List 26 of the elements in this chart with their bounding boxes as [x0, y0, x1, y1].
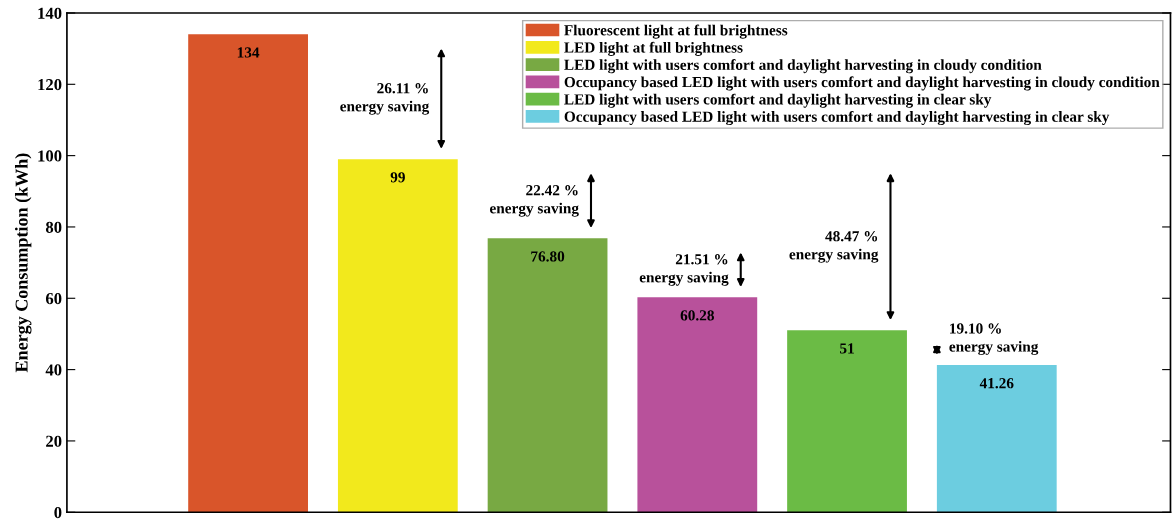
annotation: 21.51 % energy saving — [639, 254, 729, 286]
y-tick-label: 140 — [38, 7, 62, 19]
annotation: 22.42 % energy saving — [490, 185, 579, 217]
legend-label: LED light at full brightness — [564, 41, 743, 56]
data-label: 99 — [390, 172, 405, 183]
data-label: 41.26 — [979, 378, 1014, 389]
legend-label: LED light with users comfort and daylight harvesting in clear sky — [564, 93, 992, 108]
y-tick-label: 20 — [46, 435, 62, 447]
data-label: 51 — [840, 343, 854, 354]
data-label: 134 — [237, 47, 260, 58]
data-label: 60.28 — [680, 310, 714, 321]
y-tick-label: 80 — [45, 221, 62, 233]
legend-label: Occupancy based LED light with users comfort and daylight harvesting in cloudy condition — [564, 76, 1160, 91]
y-tick-label: 60 — [45, 292, 62, 305]
annotation: 48.47 % energy saving — [789, 231, 879, 263]
legend-label: Occupancy based LED light with users comfort and daylight harvesting in clear sky — [564, 110, 1110, 126]
y-tick-label: 100 — [38, 150, 62, 162]
annotation: 19.10 % energy saving — [949, 323, 1039, 355]
data-label: 76.80 — [531, 251, 565, 262]
y-tick-label: 120 — [38, 79, 62, 91]
y-tick-label: 0 — [54, 506, 62, 519]
y-axis-title: Energy Consumption (kWh) — [14, 153, 32, 373]
y-tick-label: 40 — [45, 364, 62, 376]
legend-label: Fluorescent light at full brightness — [564, 24, 788, 39]
legend-label: LED light with users comfort and daylight harvesting in cloudy condition — [564, 59, 1042, 74]
annotation: 26.11 % energy saving — [340, 83, 430, 115]
